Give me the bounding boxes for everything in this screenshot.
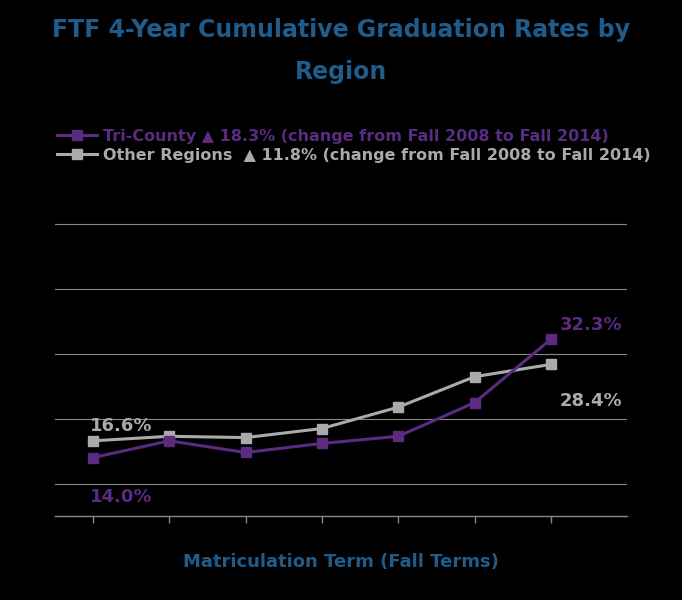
Text: 14.0%: 14.0%	[90, 488, 153, 506]
Text: 28.4%: 28.4%	[559, 392, 622, 410]
Text: 32.3%: 32.3%	[559, 316, 622, 334]
X-axis label: Matriculation Term (Fall Terms): Matriculation Term (Fall Terms)	[183, 553, 499, 571]
Text: 16.6%: 16.6%	[90, 417, 153, 435]
Text: FTF 4-Year Cumulative Graduation Rates by: FTF 4-Year Cumulative Graduation Rates b…	[52, 18, 630, 42]
Text: Region: Region	[295, 60, 387, 84]
Legend: Tri-County ▲ 18.3% (change from Fall 2008 to Fall 2014), Other Regions  ▲ 11.8% : Tri-County ▲ 18.3% (change from Fall 200…	[57, 129, 651, 163]
